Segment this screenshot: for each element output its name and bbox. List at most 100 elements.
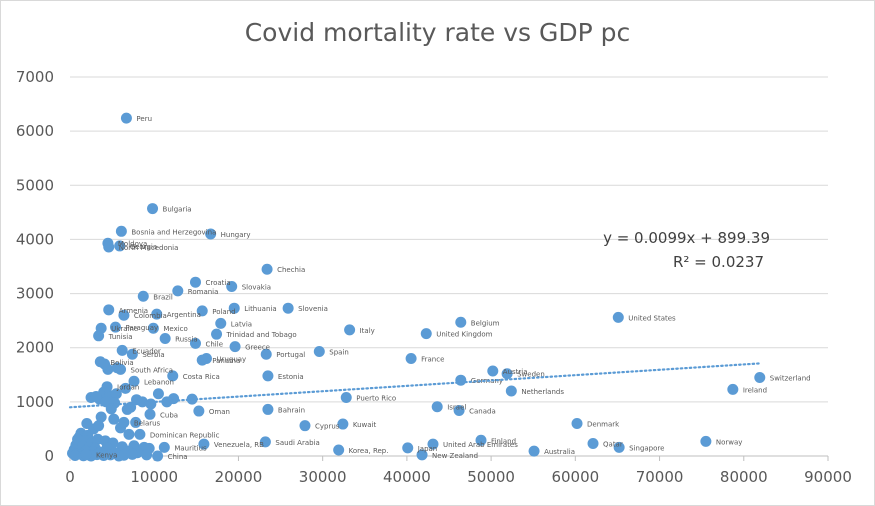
data-point [144,408,156,420]
data-point-label: Hungary [221,231,251,239]
data-point-label: Cyprus [315,423,340,431]
data-point [727,383,739,395]
data-point [93,420,105,432]
data-point [95,411,107,423]
data-point-label: Tunisia [108,333,133,341]
data-point [134,428,146,440]
data-point [118,416,130,428]
data-point-label: Kuwait [353,421,377,429]
data-point [612,311,624,323]
data-point [141,449,153,461]
data-point [69,449,81,461]
data-point [108,413,120,425]
data-point-label: Ukraine [111,325,138,333]
data-point-label: Oman [209,408,230,416]
x-tick-label: 40000 [383,468,431,486]
data-point-label: Moldova [118,240,147,248]
data-point [172,285,184,297]
data-point-label: Poland [212,308,235,316]
data-point [505,385,517,397]
data-point [103,241,115,253]
data-point-label: United Arab Emirates [443,441,518,449]
data-point-label: Peru [136,115,152,123]
trendline [68,362,762,409]
data-point [81,418,93,430]
data-point [337,418,349,430]
data-point [145,398,157,410]
data-point-label: Greece [245,344,270,352]
data-point-label: Chile [205,340,223,348]
data-point-label: Estonia [278,373,304,381]
data-point [333,444,345,456]
data-point-label: Switzerland [770,374,811,382]
data-point [299,420,311,432]
data-point-label: Georgia [130,243,157,251]
data-point [118,309,130,321]
data-point-label: Qatar [603,441,623,449]
data-point [262,403,274,415]
data-point [120,112,132,124]
data-point-label: Korea, Rep. [349,447,389,455]
data-point [94,356,106,368]
data-point [114,240,126,252]
data-point-label: Bosnia and Herzegovina [131,228,216,236]
data-point [126,348,138,360]
data-point [98,449,110,461]
data-point [420,328,432,340]
data-point-label: Mauritius [174,444,207,452]
data-point-label: New Zealand [432,452,478,460]
data-point-label: North Macedonia [119,244,179,252]
data-point [205,228,217,240]
y-tick-label: 6000 [16,122,54,140]
data-point [262,370,274,382]
data-point-label: Austria [503,368,528,376]
chart-title: Covid mortality rate vs GDP pc [244,18,631,47]
data-point [215,317,227,329]
data-point [455,374,467,386]
data-point [416,449,428,461]
data-point-label: Brazil [153,293,173,301]
data-point [587,438,599,450]
data-point [402,442,414,454]
x-tick-label: 80000 [720,468,768,486]
data-point-label: Lithuania [244,305,276,313]
data-point-label: Spain [329,349,349,357]
data-point [259,436,271,448]
x-tick-label: 20000 [215,468,263,486]
data-point [453,405,465,417]
data-point [340,392,352,404]
y-tick-label: 7000 [16,68,54,86]
data-point-label: Singapore [629,444,664,452]
data-point [196,354,208,366]
data-point-label: Uruguay [216,356,246,364]
data-point [161,396,173,408]
data-point-label: Bahrain [278,406,305,414]
data-point [151,308,163,320]
data-point [501,368,513,380]
data-point [261,263,273,275]
data-point [427,438,439,450]
data-point-label: Japan [417,445,438,453]
data-point-label: Portugal [276,351,305,359]
data-point [700,435,712,447]
data-point [196,305,208,317]
y-tick-label: 2000 [16,339,54,357]
data-point-label: Finland [491,437,516,445]
data-point-label: Dominican Republic [150,431,220,439]
data-point [120,382,132,394]
data-point [571,418,583,430]
data-point [128,375,140,387]
data-point [455,316,467,328]
data-point [193,405,205,417]
data-point [282,302,294,314]
data-point [147,322,159,334]
data-point [116,344,128,356]
data-point [198,438,210,450]
x-tick-label: 10000 [130,468,178,486]
data-point [189,337,201,349]
data-point [93,330,105,342]
data-point-label: Saudi Arabia [275,439,319,447]
data-point [229,341,241,353]
data-point [211,328,223,340]
x-tick-label: 60000 [551,468,599,486]
